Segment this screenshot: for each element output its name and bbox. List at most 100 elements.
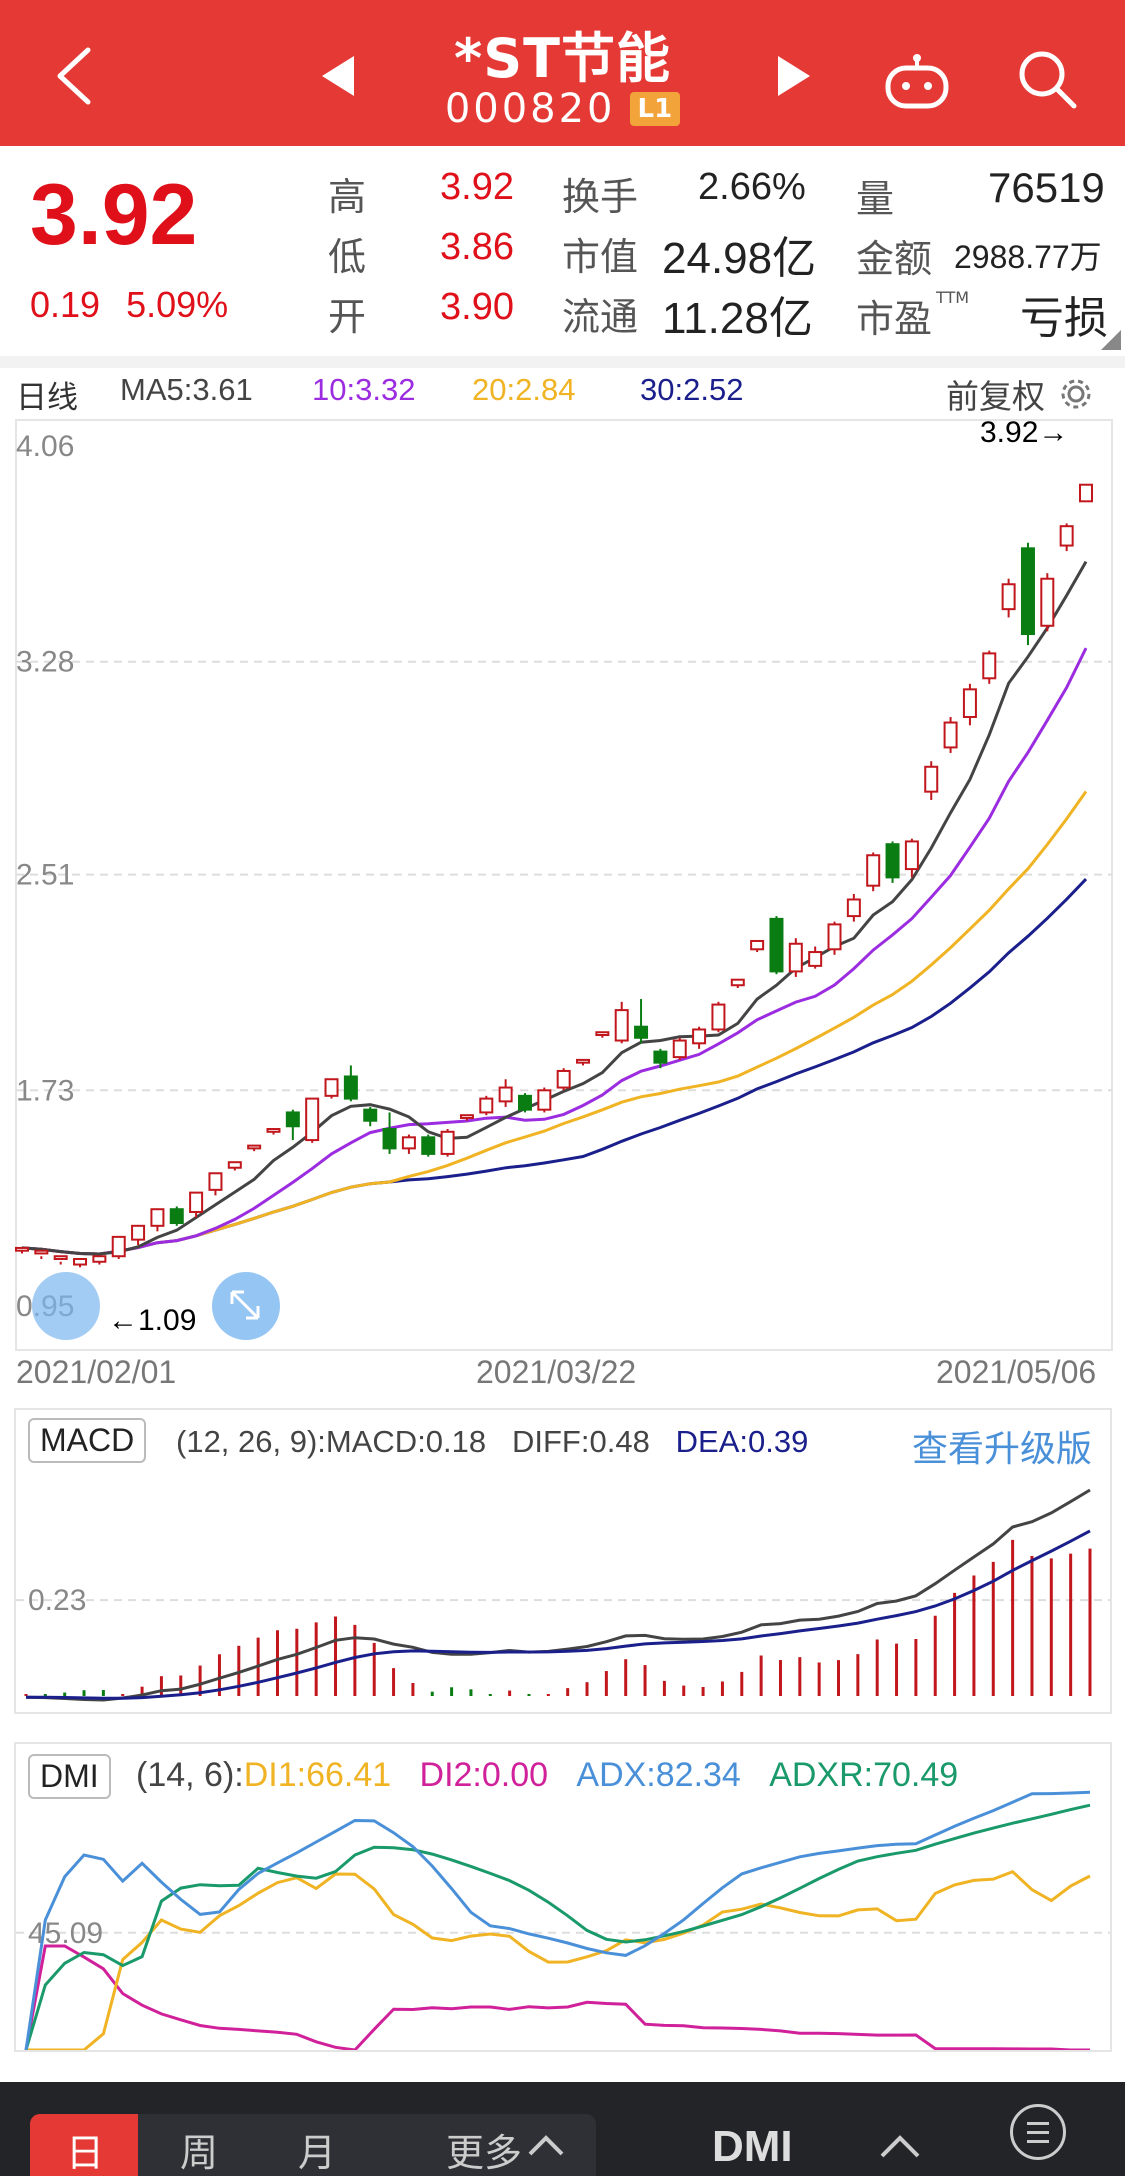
tab-month[interactable]: 月 — [298, 2131, 337, 2175]
date-start: 2021/02/01 — [16, 1354, 177, 1390]
candle-body — [808, 951, 823, 967]
robot-assistant-icon[interactable] — [884, 54, 950, 110]
dmi-di1-line — [26, 1869, 1091, 2052]
macd-params: (12, 26, 9):MACD:0.18 — [176, 1424, 487, 1459]
candle-body — [131, 1224, 146, 1241]
candle-body — [73, 1257, 88, 1266]
expand-corner-icon[interactable] — [1101, 330, 1121, 350]
low-cell: 低 — [328, 226, 366, 281]
previous-stock-icon[interactable] — [318, 54, 358, 98]
candle-body — [382, 1128, 397, 1150]
back-arrow-icon[interactable] — [48, 44, 104, 108]
y-tick-label: 4.06 — [16, 430, 74, 463]
pe-cell: 市盈 TTM — [856, 288, 969, 343]
ma10-legend: 10:3.32 — [312, 372, 416, 407]
candle-body — [614, 1009, 629, 1042]
candle-body — [711, 1003, 726, 1031]
volume-value: 76519 — [988, 164, 1105, 211]
candle-body — [324, 1078, 339, 1097]
candle-body — [208, 1172, 223, 1191]
macd-y-tick: 0.23 — [28, 1584, 86, 1617]
pe-ttm-tag: TTM — [936, 288, 970, 307]
gear-icon[interactable] — [1058, 376, 1094, 412]
indicator-chevron-up-icon[interactable] — [880, 2134, 920, 2158]
ma30-line — [21, 878, 1088, 1256]
candle-body — [1001, 583, 1016, 611]
menu-icon[interactable] — [1010, 2104, 1066, 2160]
candle-body — [769, 917, 784, 973]
candle-body — [846, 898, 861, 918]
more-chevron-up-icon — [528, 2135, 564, 2156]
dmi-chart: 45.09 — [16, 1790, 1112, 2052]
quote-panel: 3.92 0.19 5.09% 高 3.92 低 3.86 开 3.90 换手 … — [0, 146, 1125, 360]
float-label: 流通 — [562, 295, 639, 339]
min-price-marker: ←1.09 — [108, 1304, 196, 1337]
turnover-value: 2.66% — [698, 166, 806, 208]
tab-day[interactable] — [30, 2114, 138, 2176]
high-cell: 高 — [328, 166, 366, 221]
dmi-adxr: ADXR:70.49 — [769, 1756, 959, 1794]
y-tick-label: 2.51 — [16, 859, 74, 892]
amount-value: 2988.77万 — [954, 239, 1102, 275]
candle-body — [189, 1191, 204, 1213]
candle-body — [653, 1050, 668, 1064]
level-badge: L1 — [629, 92, 681, 126]
date-mid: 2021/03/22 — [476, 1354, 637, 1390]
open-value: 3.90 — [440, 286, 514, 328]
candle-body — [924, 765, 939, 793]
candle-body — [111, 1235, 126, 1258]
dmi-di2: DI2:0.00 — [419, 1756, 549, 1794]
candle-body — [15, 1246, 29, 1252]
candle-body — [440, 1130, 455, 1155]
app-header: *ST节能 000820 L1 — [0, 0, 1125, 146]
candle-body — [576, 1058, 591, 1064]
candle-body — [537, 1089, 552, 1111]
high-value: 3.92 — [440, 166, 514, 208]
candle-body — [247, 1144, 262, 1150]
pe-label: 市盈 — [856, 297, 933, 341]
candle-body — [788, 942, 803, 973]
dmi-params: (14, 6): — [136, 1756, 244, 1794]
tab-day-label: 日 — [66, 2131, 105, 2175]
low-value: 3.86 — [440, 226, 514, 268]
next-stock-icon[interactable] — [774, 54, 814, 98]
candle-body — [672, 1039, 687, 1059]
adjust-mode-label[interactable]: 前复权 — [946, 377, 1045, 416]
candle-body — [92, 1255, 107, 1263]
section-divider — [0, 356, 1125, 368]
bubble-left-icon[interactable] — [32, 1272, 100, 1340]
ma30-legend: 30:2.52 — [640, 372, 744, 407]
macd-panel — [14, 1408, 1112, 1714]
float-value: 11.28亿 — [662, 294, 813, 343]
ma-lines — [21, 560, 1088, 1256]
dmi-adxr-line — [24, 1803, 1091, 2051]
search-icon[interactable] — [1016, 48, 1078, 110]
low-label: 低 — [328, 235, 367, 279]
dmi-di1: DI1:66.41 — [243, 1756, 392, 1794]
mktcap-value: 24.98亿 — [662, 234, 817, 283]
expand-arrows-icon — [230, 1290, 260, 1320]
macd-indicator-button[interactable]: MACD — [28, 1418, 147, 1463]
dmi-indicator-button[interactable]: DMI — [28, 1754, 111, 1799]
candle-body — [305, 1097, 320, 1142]
macd-chart: 0.23 — [16, 1488, 1112, 1702]
amount-label: 金额 — [856, 237, 933, 281]
macd-legend: (12, 26, 9):MACD:0.18 DIFF:0.48 DEA:0.39 — [176, 1424, 808, 1460]
view-upgrade-link[interactable]: 查看升级版 — [912, 1429, 1093, 1470]
change-value: 0.19 — [30, 284, 101, 325]
indicator-selector[interactable]: DMI — [712, 2122, 793, 2171]
volume-label: 量 — [856, 177, 895, 221]
y-tick-label: 1.73 — [16, 1074, 74, 1107]
macd-dea-line — [25, 1529, 1091, 1700]
candle-body — [692, 1028, 707, 1045]
mktcap-label: 市值 — [562, 235, 639, 279]
tab-more[interactable]: 更多 — [446, 2131, 523, 2175]
dmi-adx: ADX:82.34 — [576, 1756, 741, 1794]
candle-body — [885, 843, 900, 879]
tab-week[interactable]: 周 — [180, 2131, 219, 2175]
candle-body — [517, 1094, 532, 1111]
change-percent: 5.09% — [126, 284, 229, 325]
ma-legend: 日线 MA5:3.61 10:3.32 20:2.84 30:2.52 — [16, 372, 1116, 416]
open-cell: 开 — [328, 286, 366, 341]
